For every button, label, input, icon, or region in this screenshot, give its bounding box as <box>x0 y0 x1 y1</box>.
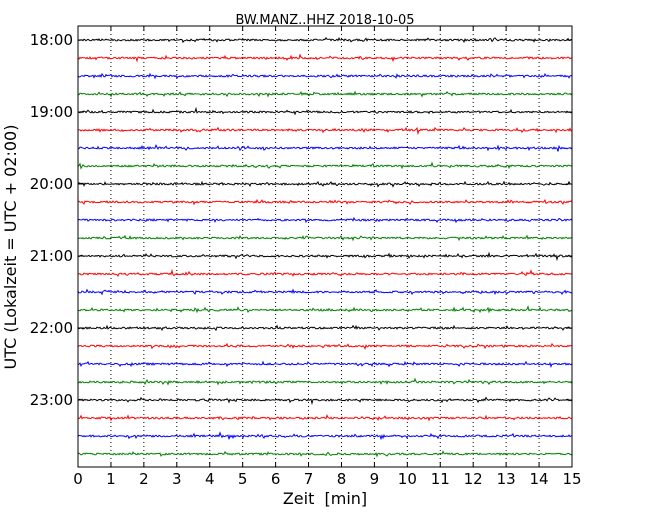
trace-2230 <box>77 360 573 369</box>
trace-2045 <box>77 234 573 242</box>
trace-1815 <box>77 53 573 63</box>
x-axis-title: Zeit [min] <box>283 489 367 508</box>
x-tick-label: 0 <box>73 470 83 488</box>
trace-2245 <box>77 377 573 386</box>
trace-1845 <box>77 90 573 98</box>
trace-2130 <box>77 288 573 296</box>
trace-2315 <box>77 414 572 422</box>
trace-2145 <box>77 305 573 314</box>
trace-2030 <box>77 216 573 224</box>
x-tick-label: 3 <box>172 470 182 488</box>
x-tick-label: 4 <box>205 470 215 488</box>
x-tick-label: 2 <box>139 470 149 488</box>
trace-1830 <box>77 72 573 80</box>
x-tick-label: 10 <box>398 470 417 488</box>
chart-title: BW.MANZ..HHZ 2018-10-05 <box>235 13 414 28</box>
trace-1930 <box>77 143 573 152</box>
y-tick-label: 23:00 <box>30 391 73 409</box>
x-tick-label: 14 <box>530 470 549 488</box>
trace-2300 <box>77 396 573 406</box>
y-tick-label: 20:00 <box>30 175 73 193</box>
y-tick-label: 21:00 <box>30 247 73 265</box>
trace-2000 <box>77 180 573 188</box>
trace-1945 <box>77 161 573 170</box>
y-tick-label: 22:00 <box>30 319 73 337</box>
x-tick-label: 7 <box>304 470 314 488</box>
grid-lines <box>110 26 540 467</box>
x-tick-label: 9 <box>370 470 380 488</box>
trace-1900 <box>77 106 573 116</box>
x-tick-label: 13 <box>497 470 516 488</box>
x-tick-labels: 0 1 2 3 4 5 6 7 8 9 10 11 12 13 14 15 <box>73 470 581 488</box>
x-tick-label: 12 <box>464 470 483 488</box>
x-tick-label: 11 <box>431 470 450 488</box>
trace-1800 <box>77 36 573 44</box>
trace-2215 <box>77 342 573 350</box>
x-tick-label: 15 <box>562 470 581 488</box>
x-tick-label: 8 <box>337 470 347 488</box>
x-tick-label: 5 <box>238 470 248 488</box>
trace-2330 <box>77 431 573 441</box>
trace-2345 <box>77 450 573 458</box>
x-tick-label: 6 <box>271 470 281 488</box>
y-tick-labels: 18:00 19:00 20:00 21:00 22:00 23:00 <box>30 31 73 409</box>
trace-1915 <box>77 126 573 136</box>
trace-group <box>77 36 573 458</box>
trace-2115 <box>77 268 573 277</box>
plot-frame <box>77 25 573 468</box>
trace-2100 <box>77 251 573 262</box>
trace-2015 <box>77 198 573 206</box>
trace-2200 <box>77 324 573 332</box>
x-tick-label: 1 <box>106 470 116 488</box>
y-tick-label: 18:00 <box>30 31 73 49</box>
y-axis-title: UTC (Lokalzeit = UTC + 02:00) <box>1 125 20 370</box>
y-tick-label: 19:00 <box>30 103 73 121</box>
